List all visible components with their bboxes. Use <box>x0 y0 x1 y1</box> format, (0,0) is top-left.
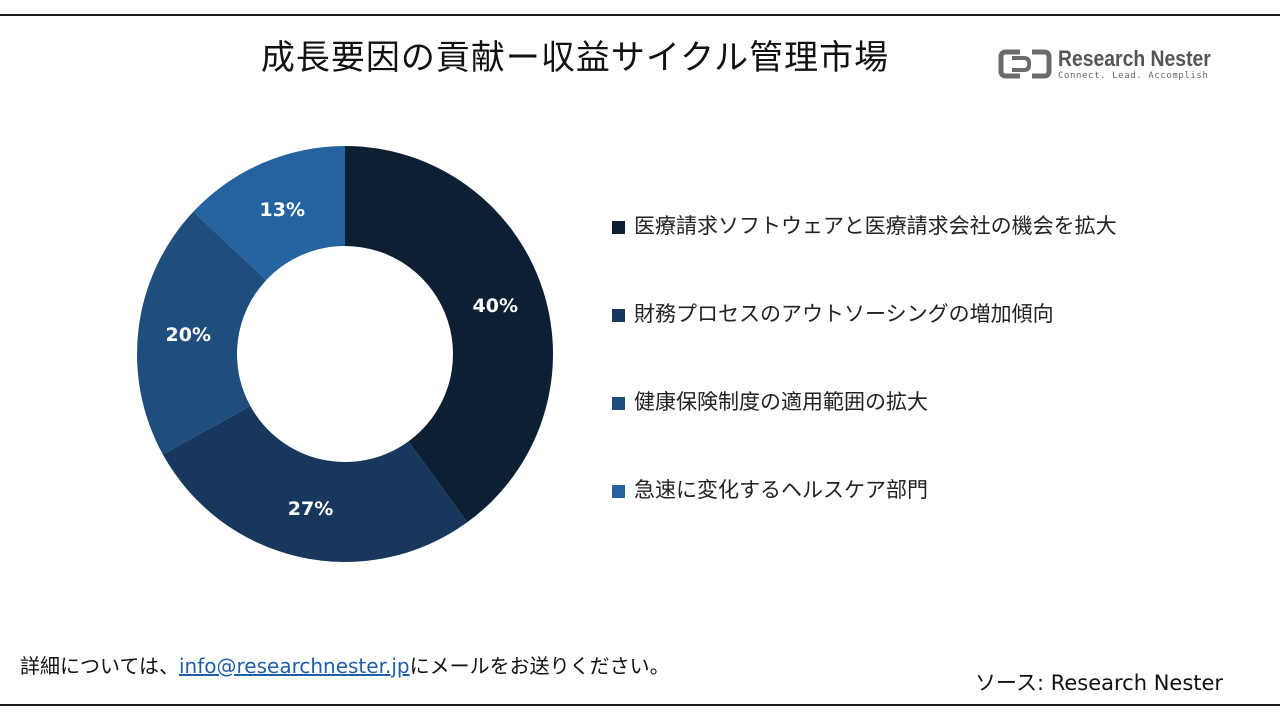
contact-note: 詳細については、info@researchnester.jpにメールをお送りくだ… <box>20 650 670 679</box>
legend-swatch <box>612 221 625 234</box>
legend-label: 医療請求ソフトウェアと医療請求会社の機会を拡大 <box>634 214 1117 238</box>
legend-item-4: 急速に変化するヘルスケア部門 <box>612 474 1142 506</box>
legend-swatch <box>612 485 625 498</box>
legend-label: 健康保険制度の適用範囲の拡大 <box>634 390 928 414</box>
legend-item-3: 健康保険制度の適用範囲の拡大 <box>612 386 1142 418</box>
slice-label-1: 40% <box>473 295 518 317</box>
contact-suffix: にメールをお送りください。 <box>409 654 670 678</box>
legend-label: 財務プロセスのアウトソーシングの増加傾向 <box>634 302 1054 326</box>
slice-label-2: 27% <box>288 498 333 520</box>
research-nester-logo-icon <box>998 49 1052 79</box>
top-border <box>0 14 1280 16</box>
contact-prefix: 詳細については、 <box>20 654 179 678</box>
slice-label-4: 13% <box>260 199 305 221</box>
legend-label: 急速に変化するヘルスケア部門 <box>634 478 928 502</box>
legend-item-2: 財務プロセスのアウトソーシングの増加傾向 <box>612 298 1142 330</box>
legend-item-1: 医療請求ソフトウェアと医療請求会社の機会を拡大 <box>612 210 1142 242</box>
donut-slice-1 <box>345 146 553 523</box>
bottom-border <box>0 704 1280 706</box>
research-nester-logo: Research Nester Connect. Lead. Accomplis… <box>998 46 1228 86</box>
slice-label-3: 20% <box>166 324 211 346</box>
legend-swatch <box>612 397 625 410</box>
legend-swatch <box>612 309 625 322</box>
page-title: 成長要因の貢献ー収益サイクル管理市場 <box>260 38 890 78</box>
donut-slice-4 <box>193 146 345 281</box>
contact-email-link[interactable]: info@researchnester.jp <box>179 654 410 678</box>
logo-tagline: Connect. Lead. Accomplish <box>1058 71 1209 81</box>
source-credit: ソース: Research Nester <box>975 671 1224 695</box>
logo-name: Research Nester <box>1058 46 1211 71</box>
donut-slice-2 <box>162 406 468 562</box>
donut-slice-3 <box>136 211 267 455</box>
